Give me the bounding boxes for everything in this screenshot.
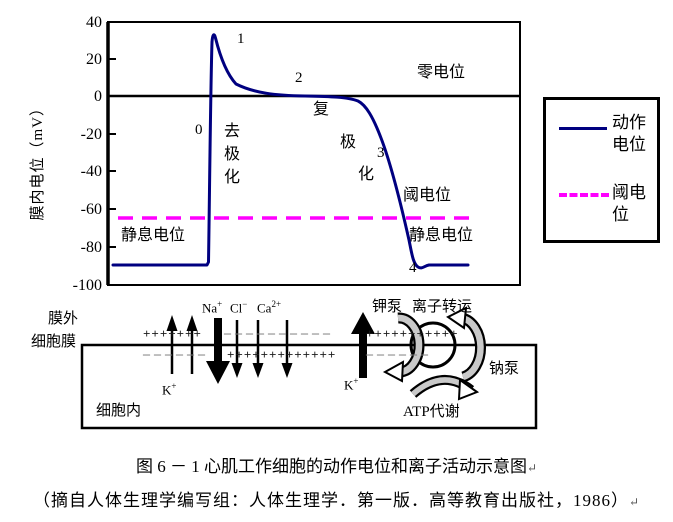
cl-base: Cl — [230, 300, 243, 316]
legend-action-line1: 动作 — [612, 113, 646, 132]
ytick-m80: -80 — [80, 239, 102, 256]
ca-base: Ca — [257, 300, 272, 316]
return-mark-icon: ↵ — [526, 461, 538, 475]
depolarization-label: 去 极 化 — [222, 120, 242, 189]
ytick-m40: -40 — [80, 163, 102, 180]
y-axis-label: 膜内电位（mV） — [29, 100, 46, 221]
figure-source-text: （摘自人体生理学编写组：人体生理学．第一版．高等教育出版社，1986） — [32, 491, 629, 510]
legend-action-line2: 电位 — [612, 135, 646, 154]
depolarization-char-1: 去 — [223, 123, 240, 140]
k-pump-arrow-icon — [351, 312, 375, 378]
resting-potential-label-right: 静息电位 — [409, 227, 474, 244]
k-efflux-arrows-icon — [166, 315, 198, 374]
charge-row-right-minus: –––––– — [366, 347, 432, 362]
cl-sup: − — [242, 299, 248, 309]
phase-3-label: 3 — [377, 145, 385, 161]
resting-potential-label-left: 静息电位 — [121, 227, 186, 244]
repolarization-char-1: 复 — [313, 101, 330, 118]
k-pump-ion-label: K+ — [344, 376, 359, 393]
figure-title-text: 图 6 － 1 心肌工作细胞的动作电位和离子活动示意图 — [135, 457, 527, 476]
depolarization-char-2: 极 — [223, 146, 240, 163]
phase-2-label: 2 — [295, 70, 303, 86]
k-leak-base: K — [162, 382, 172, 398]
legend-solid-line-icon — [559, 127, 607, 130]
y-axis-ticks — [108, 58, 116, 248]
inside-cell-label: 细胞内 — [96, 403, 142, 419]
k-leak-sup: + — [171, 381, 177, 391]
ion-exchange-curved-arrows-icon — [382, 306, 487, 401]
depolarization-char-3: 化 — [223, 169, 240, 186]
ytick-m20: -20 — [80, 126, 102, 143]
figure-title: 图 6 － 1 心肌工作细胞的动作电位和离子活动示意图↵ — [0, 452, 673, 477]
charge-row-left-minus: –––––– — [143, 347, 209, 362]
phase-1-label: 1 — [237, 31, 245, 47]
action-potential-curve — [111, 33, 470, 270]
ca-ion-label: Ca2+ — [257, 299, 282, 316]
legend-dashed-line-icon — [559, 193, 609, 197]
ytick-0: 0 — [94, 88, 102, 105]
charge-row-right-plus: +++++++++++ — [366, 326, 459, 341]
na-sup: + — [217, 299, 223, 309]
na-influx-arrow-icon — [206, 318, 230, 384]
na-ion-label: Na+ — [202, 299, 223, 316]
ytick-m60: -60 — [80, 201, 102, 218]
outside-membrane-label: 膜外 — [48, 311, 79, 327]
k-pump-label: 钾泵 — [372, 299, 403, 315]
ytick-20: 20 — [86, 51, 102, 68]
figure-source: （摘自人体生理学编写组：人体生理学．第一版．高等教育出版社，1986）↵ — [0, 486, 673, 511]
threshold-potential-label: 阈电位 — [403, 187, 452, 204]
plot-frame — [107, 21, 521, 286]
k-pump-sup: + — [353, 376, 359, 386]
legend-threshold-line1: 阈电 — [612, 183, 646, 202]
ytick-40: 40 — [86, 14, 102, 31]
repolarization-char-3: 化 — [358, 166, 375, 183]
ca-sup: 2+ — [271, 299, 282, 309]
charge-row-left-plus: +++++++ — [143, 326, 202, 341]
cl-ca-influx-arrows-icon — [231, 320, 293, 378]
cell-membrane-label: 细胞膜 — [31, 334, 77, 350]
charge-row-mid-plus: +++++++++++++ — [227, 347, 337, 362]
legend-action-potential-label: 动作 电位 — [612, 112, 654, 156]
return-mark-icon-2: ↵ — [628, 495, 641, 509]
phase-4-label: 4 — [409, 260, 417, 276]
cell-membrane-box — [80, 343, 538, 430]
repolarization-char-2: 极 — [340, 134, 357, 151]
ytick-m100: -100 — [72, 277, 102, 294]
na-pump-label: 钠泵 — [489, 361, 520, 377]
k-leak-ion-label: K+ — [162, 381, 177, 398]
legend-box: 动作 电位 阈电 位 — [543, 97, 660, 243]
legend-threshold-line2: 位 — [612, 205, 629, 224]
na-base: Na — [202, 300, 218, 316]
atp-metabolism-label: ATP代谢 — [403, 404, 460, 420]
ion-transporter-circle-icon — [409, 321, 457, 369]
ion-transport-label: 离子转运 — [412, 299, 473, 315]
phase-0-label: 0 — [195, 122, 203, 138]
k-pump-base: K — [344, 377, 354, 393]
zero-potential-label: 零电位 — [417, 64, 466, 81]
legend-threshold-label: 阈电 位 — [612, 182, 654, 226]
charge-row-mid-minus: –––––––––– — [224, 326, 334, 341]
cl-ion-label: Cl− — [230, 299, 248, 316]
